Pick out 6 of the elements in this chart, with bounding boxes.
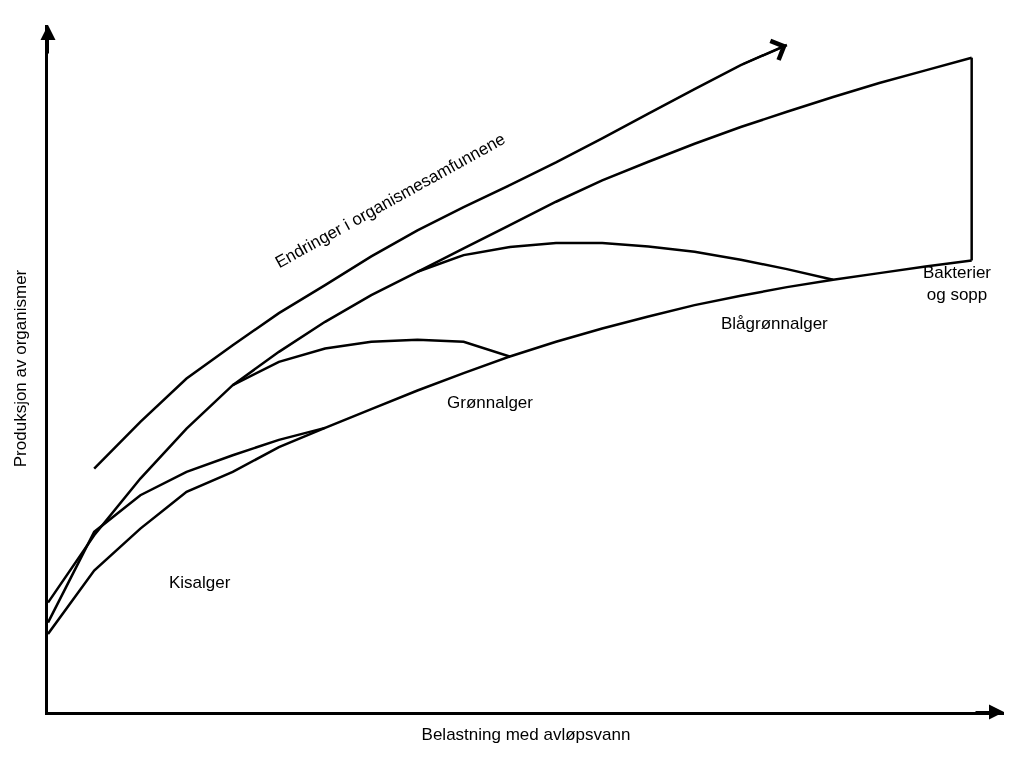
y-axis-title: Produksjon av organismer — [10, 269, 30, 468]
annotation: Grønnalger — [447, 393, 534, 412]
annotation: Kisalger — [169, 573, 231, 592]
annotation: Blågrønnalger — [721, 314, 829, 333]
annotation: Bakterier og sopp — [923, 263, 992, 305]
x-axis-title: Belastning med avløpsvann — [421, 725, 631, 745]
